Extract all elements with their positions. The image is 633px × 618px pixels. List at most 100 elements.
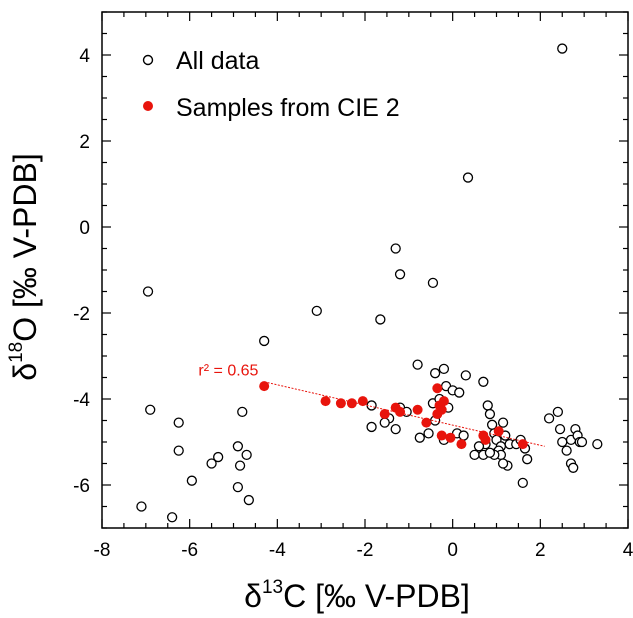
data-point-cie2 (412, 404, 423, 415)
legend: All data Samples from CIE 2 (142, 47, 400, 122)
data-point-all (568, 462, 579, 473)
data-point-all (375, 314, 386, 325)
data-point-all (379, 417, 390, 428)
data-point-all (438, 363, 450, 375)
data-point-all (136, 501, 147, 512)
legend-marker-all-data (142, 54, 154, 66)
data-point-all (576, 436, 588, 448)
data-point-all (497, 417, 509, 428)
data-point-all (454, 387, 465, 398)
data-point-all (592, 438, 603, 450)
data-point-all (522, 454, 533, 465)
legend-label-cie2: Samples from CIE 2 (176, 94, 400, 122)
x-tick-label: -6 (181, 540, 198, 561)
data-point-all (557, 43, 568, 54)
data-point-all (390, 243, 401, 254)
data-point-all (482, 400, 493, 411)
data-point-all (232, 441, 244, 452)
data-point-all (259, 335, 270, 347)
data-point-all (554, 423, 566, 435)
x-axis-label-sup: 13 (262, 577, 283, 598)
data-point-all (243, 494, 254, 506)
data-point-all (484, 408, 496, 420)
data-point-all (462, 172, 474, 183)
data-point-all (213, 451, 224, 463)
data-point-all (543, 413, 555, 424)
data-point-all (186, 475, 198, 486)
data-point-all (166, 512, 178, 523)
data-point-all (142, 286, 154, 297)
data-point-all (473, 441, 485, 452)
y-tick-label: 4 (79, 46, 90, 67)
data-point-cie2 (346, 398, 357, 409)
x-tick-label: 4 (623, 540, 633, 561)
data-point-all (429, 368, 441, 379)
r2-annotation: r² = 0.65 (198, 362, 258, 379)
x-tick-label: -8 (94, 540, 111, 561)
data-point-all (557, 436, 568, 448)
data-point-all (469, 449, 480, 461)
data-point-all (232, 481, 244, 493)
data-point-all (460, 370, 471, 381)
data-point-cie2 (335, 398, 346, 409)
data-point-all (394, 269, 406, 280)
data-point-all (173, 417, 184, 428)
data-point-all (173, 445, 184, 456)
data-point-cie2 (320, 396, 331, 407)
data-point-all (390, 423, 401, 435)
data-point-all (414, 432, 425, 443)
chart-marks (136, 43, 603, 523)
y-axis-label-main: O [‰ V-PDB] (7, 153, 43, 341)
x-tick-label: -2 (357, 540, 374, 561)
data-point-cie2 (436, 430, 447, 441)
data-point-cie2 (432, 383, 443, 394)
legend-marker-cie2 (143, 101, 153, 111)
x-tick-label: 0 (447, 540, 458, 561)
data-point-all (145, 404, 156, 415)
trendline (264, 381, 545, 447)
x-axis-label-prefix: δ (244, 578, 262, 614)
data-point-all (478, 376, 489, 387)
data-point-all (206, 458, 217, 469)
data-point-cie2 (357, 396, 368, 407)
data-point-cie2 (480, 434, 491, 445)
data-point-all (552, 406, 564, 418)
data-point-all (241, 449, 252, 461)
x-axis-label-main: C [‰ V-PDB] (283, 578, 470, 614)
x-tick-label: -4 (269, 540, 286, 561)
data-point-all (412, 359, 423, 370)
x-axis-label: δ13C [‰ V-PDB] (244, 577, 470, 614)
y-axis-label-prefix: δ (7, 363, 43, 381)
y-tick-label: -6 (73, 476, 90, 497)
data-point-cie2 (259, 381, 270, 392)
data-point-all (517, 477, 528, 489)
x-tick-label: 2 (535, 540, 546, 561)
data-point-cie2 (395, 406, 406, 417)
y-axis-label: δ18O [‰ V-PDB] (6, 153, 43, 380)
data-point-all (497, 458, 509, 469)
data-point-all (311, 305, 322, 317)
data-point-cie2 (456, 439, 467, 450)
data-point-all (237, 406, 248, 418)
legend-label-all-data: All data (176, 47, 259, 75)
data-point-all (427, 277, 439, 289)
y-axis-label-sup: 18 (6, 342, 27, 363)
data-point-cie2 (438, 396, 449, 407)
y-tick-label: 2 (79, 132, 90, 153)
axis-ticks: -8 -6 -4 -2 0 2 4 -6 -4 -2 0 2 4 (73, 11, 633, 561)
y-tick-label: -4 (73, 390, 90, 411)
data-point-all (423, 428, 434, 439)
data-point-cie2 (432, 409, 443, 420)
data-point-cie2 (445, 432, 456, 443)
data-point-all (561, 445, 572, 456)
data-point-cie2 (379, 409, 390, 420)
data-point-all (484, 447, 496, 458)
data-point-all (458, 430, 469, 441)
data-point-all (234, 460, 246, 471)
y-tick-label: -2 (73, 304, 90, 325)
y-tick-label: 0 (79, 218, 90, 239)
data-point-cie2 (493, 426, 504, 437)
data-point-cie2 (517, 439, 528, 450)
data-point-all (366, 421, 377, 433)
